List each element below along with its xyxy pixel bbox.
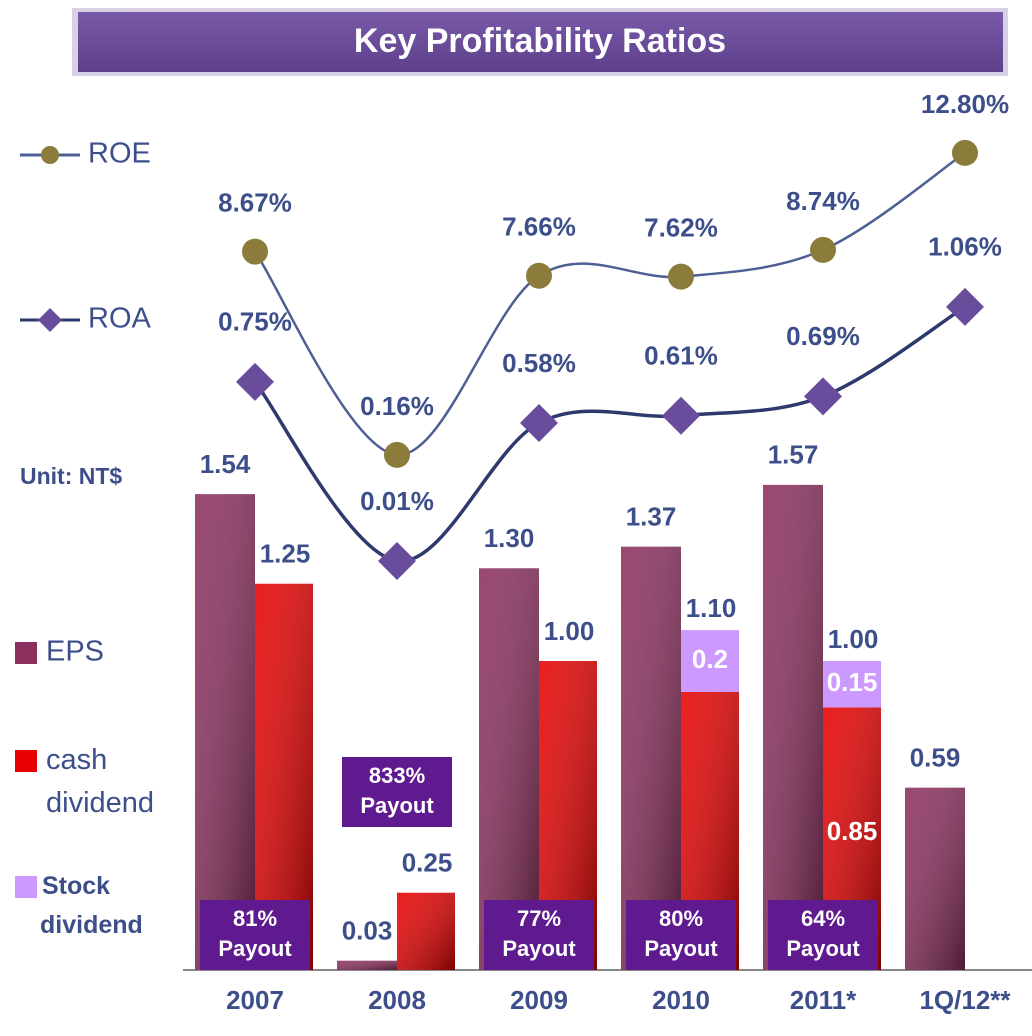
payout-box — [768, 900, 878, 970]
payout-box — [342, 757, 452, 827]
bar-shade — [621, 546, 681, 970]
title-banner — [78, 12, 1003, 72]
value-label: 0.15 — [827, 667, 878, 697]
marker — [236, 362, 274, 401]
value-label: 7.62% — [644, 213, 718, 243]
value-label: 1.30 — [484, 523, 535, 553]
payout-word: Payout — [786, 936, 860, 961]
marker — [804, 377, 842, 416]
unit-label: Unit: NT$ — [20, 463, 122, 489]
value-label: 0.59 — [910, 743, 961, 773]
legend-label: ROE — [88, 138, 151, 170]
bar-shade — [195, 494, 255, 970]
marker — [520, 403, 558, 442]
value-label: 12.80% — [921, 89, 1009, 119]
legend-line: dividend — [46, 787, 154, 819]
value-label: 1.06% — [928, 232, 1002, 262]
payout-percent: 80% — [659, 906, 703, 931]
legend-swatch — [15, 876, 37, 898]
value-label: 1.25 — [260, 539, 311, 569]
total-label: 1.10 — [686, 593, 737, 623]
payout-word: Payout — [502, 936, 576, 961]
payout-word: Payout — [360, 793, 434, 818]
legend-line: Stock — [42, 872, 110, 900]
value-label: 0.16% — [360, 391, 434, 421]
bar-shade — [337, 960, 397, 970]
marker — [668, 263, 694, 290]
marker — [526, 262, 552, 289]
x-tick-label: 2008 — [368, 985, 426, 1015]
bar — [823, 661, 881, 708]
legend-label: EPS — [46, 636, 104, 668]
payout-box — [484, 900, 594, 970]
x-tick-label: 2010 — [652, 985, 710, 1015]
marker — [384, 441, 410, 468]
marker — [946, 287, 984, 326]
payout-percent: 81% — [233, 906, 277, 931]
value-label: 0.75% — [218, 307, 292, 337]
marker — [810, 236, 836, 263]
legend-marker — [41, 146, 59, 164]
legend-swatch — [15, 750, 37, 772]
value-label: 0.03 — [342, 916, 393, 946]
x-tick-label: 2009 — [510, 985, 568, 1015]
marker — [242, 238, 268, 265]
legend-label: Stock dividend — [40, 872, 143, 939]
payout-word: Payout — [218, 936, 292, 961]
value-label: 0.58% — [502, 348, 576, 378]
value-label: 0.2 — [692, 644, 728, 674]
value-label: 8.67% — [218, 187, 292, 217]
payout-percent: 833% — [369, 763, 425, 788]
legend-line: cash — [46, 744, 107, 776]
x-tick-label: 2011* — [790, 985, 857, 1015]
bar — [681, 630, 739, 692]
marker — [662, 396, 700, 435]
payout-word: Payout — [644, 936, 718, 961]
payout-box — [200, 900, 310, 970]
value-label: 7.66% — [502, 212, 576, 242]
total-label: 1.00 — [828, 624, 879, 654]
value-label: 0.69% — [786, 321, 860, 351]
bar-shade — [397, 892, 455, 970]
value-label: 1.54 — [200, 449, 251, 479]
value-label: 1.00 — [544, 616, 595, 646]
payout-percent: 64% — [801, 906, 845, 931]
bar-shade — [763, 484, 823, 970]
marker — [378, 541, 416, 580]
line — [253, 305, 966, 563]
value-label: 0.61% — [644, 341, 718, 371]
legend-swatch — [15, 642, 37, 664]
bar-shade — [905, 787, 965, 970]
value-label: 1.37 — [626, 502, 677, 532]
payout-percent: 77% — [517, 906, 561, 931]
value-label: 1.57 — [768, 440, 819, 470]
legend-line: dividend — [40, 911, 143, 939]
x-tick-label: 2007 — [226, 985, 284, 1015]
legend-label: cash dividend — [46, 744, 154, 819]
value-label: 0.01% — [360, 486, 434, 516]
chart-title: Key Profitability Ratios — [354, 22, 726, 60]
legend-label: ROA — [88, 303, 152, 335]
payout-box — [626, 900, 736, 970]
value-label: 0.25 — [402, 848, 453, 878]
value-label: 8.74% — [786, 186, 860, 216]
x-tick-label: 1Q/12** — [919, 985, 1011, 1015]
marker — [952, 139, 978, 166]
value-label: 0.85 — [827, 816, 878, 846]
legend-marker — [38, 308, 62, 332]
